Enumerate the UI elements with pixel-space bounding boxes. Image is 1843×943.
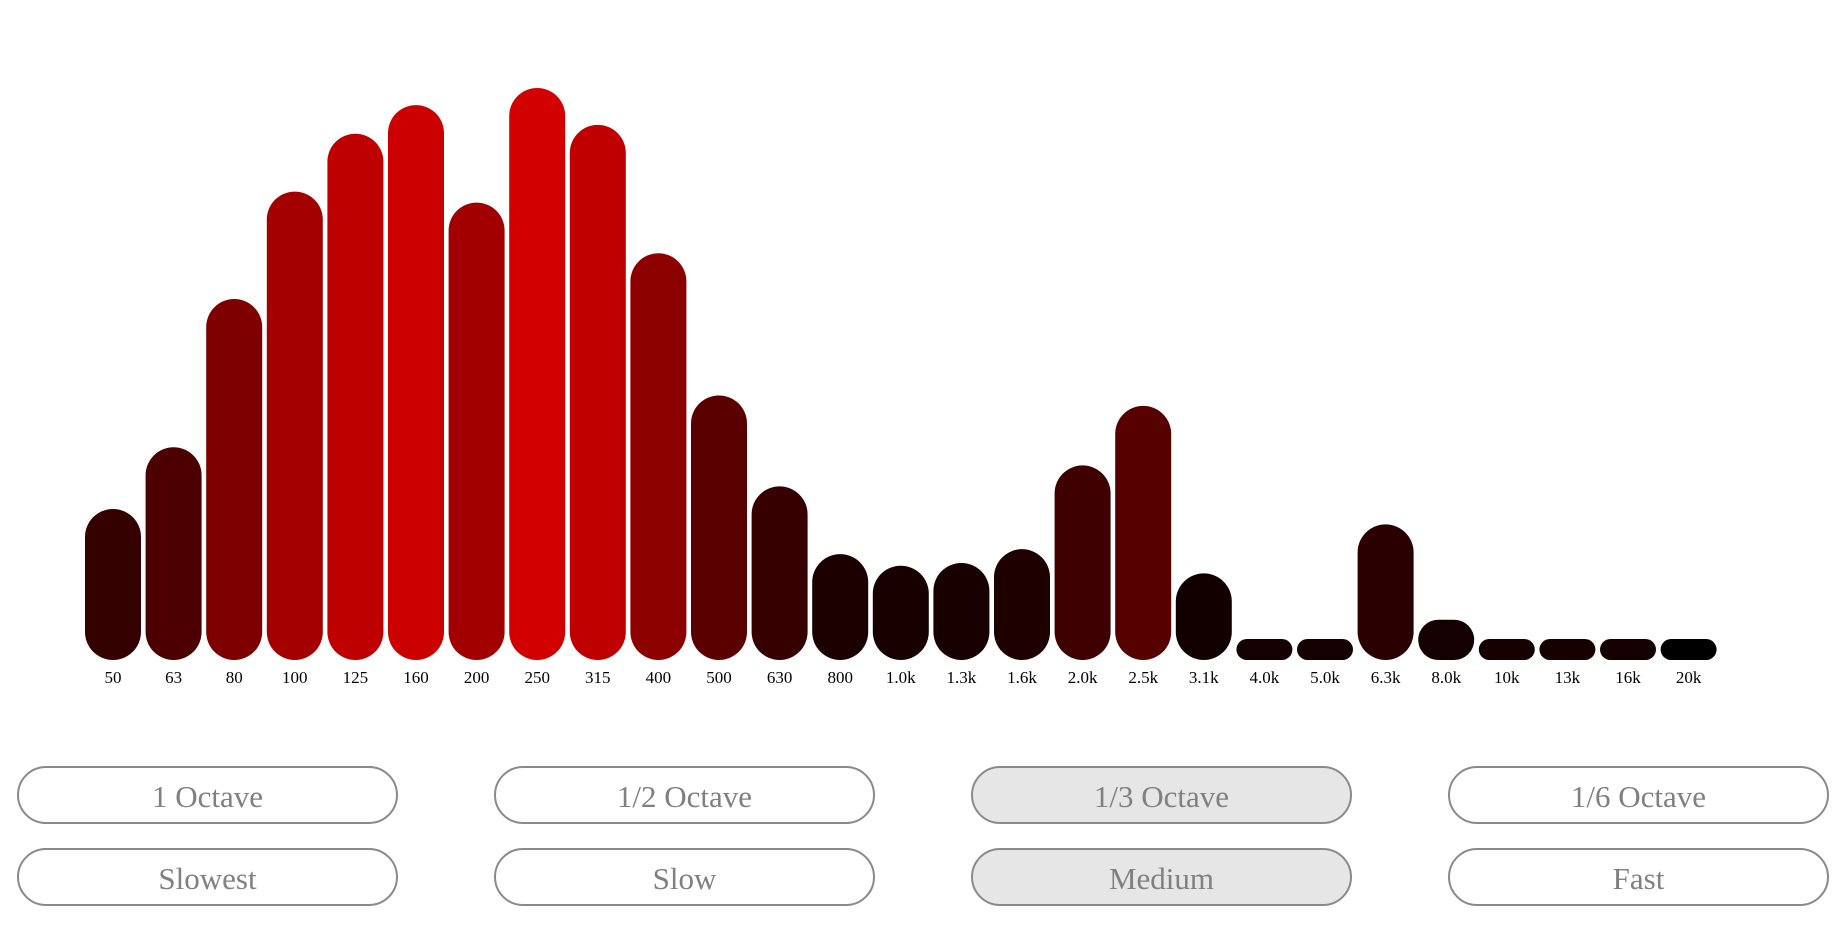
sixth-octave-button[interactable]: 1/6 Octave bbox=[1448, 766, 1829, 824]
tick-label-315: 315 bbox=[585, 668, 611, 687]
bar-1.0k bbox=[872, 565, 929, 660]
tick-label-4.0k: 4.0k bbox=[1250, 668, 1280, 687]
tick-label-2.5k: 2.5k bbox=[1128, 668, 1158, 687]
tick-label-400: 400 bbox=[646, 668, 672, 687]
bar-500 bbox=[691, 395, 747, 660]
tick-label-3.1k: 3.1k bbox=[1189, 668, 1219, 687]
bar-16k bbox=[1600, 639, 1656, 660]
bar-200 bbox=[448, 202, 505, 660]
speed-button-row: Slowest Slow Medium Fast bbox=[0, 848, 1843, 910]
third-octave-button[interactable]: 1/3 Octave bbox=[971, 766, 1352, 824]
half-octave-button[interactable]: 1/2 Octave bbox=[494, 766, 875, 824]
tick-label-125: 125 bbox=[343, 668, 369, 687]
tick-label-16k: 16k bbox=[1615, 668, 1641, 687]
bar-1.3k bbox=[933, 562, 990, 660]
bar-13k bbox=[1539, 639, 1596, 660]
bar-3.1k bbox=[1175, 573, 1232, 660]
tick-label-2.0k: 2.0k bbox=[1068, 668, 1098, 687]
bar-250 bbox=[509, 88, 566, 660]
tick-label-200: 200 bbox=[464, 668, 490, 687]
tick-label-13k: 13k bbox=[1555, 668, 1581, 687]
tick-label-100: 100 bbox=[282, 668, 308, 687]
bar-8.0k bbox=[1418, 619, 1475, 660]
fast-button[interactable]: Fast bbox=[1448, 848, 1829, 906]
bar-1.6k bbox=[994, 549, 1050, 660]
slow-button[interactable]: Slow bbox=[494, 848, 875, 906]
resolution-button-row: 1 Octave 1/2 Octave 1/3 Octave 1/6 Octav… bbox=[0, 766, 1843, 828]
tick-label-160: 160 bbox=[403, 668, 429, 687]
tick-label-80: 80 bbox=[226, 668, 243, 687]
spectrum-bar-chart: 50 63 80 100 125 160 200 250 315 400 500 630 800 1.0k… bbox=[85, 88, 1717, 687]
tick-label-8.0k: 8.0k bbox=[1431, 668, 1461, 687]
tick-label-250: 250 bbox=[524, 668, 550, 687]
slowest-button[interactable]: Slowest bbox=[17, 848, 398, 906]
bar-2.0k bbox=[1054, 465, 1111, 660]
tick-label-800: 800 bbox=[827, 668, 853, 687]
bar-10k bbox=[1478, 639, 1535, 660]
tick-label-500: 500 bbox=[706, 668, 732, 687]
bar-160 bbox=[388, 105, 444, 661]
bar-400 bbox=[630, 253, 687, 661]
tick-labels-group: 50 63 80 100 125 160 200 250 315 400 500 630 800 1.0k… bbox=[105, 668, 1702, 687]
tick-label-1.6k: 1.6k bbox=[1007, 668, 1037, 687]
tick-label-630: 630 bbox=[767, 668, 793, 687]
bar-4.0k bbox=[1236, 639, 1293, 660]
bar-125 bbox=[327, 133, 384, 660]
bar-100 bbox=[266, 191, 323, 660]
medium-button[interactable]: Medium bbox=[971, 848, 1352, 906]
tick-label-50: 50 bbox=[105, 668, 122, 687]
bars-group bbox=[85, 88, 1717, 661]
tick-label-10k: 10k bbox=[1494, 668, 1520, 687]
bar-315 bbox=[569, 124, 626, 661]
bar-50 bbox=[85, 508, 141, 660]
bar-800 bbox=[812, 554, 869, 660]
tick-label-1.0k: 1.0k bbox=[886, 668, 916, 687]
bar-630 bbox=[751, 486, 808, 660]
one-octave-button[interactable]: 1 Octave bbox=[17, 766, 398, 824]
bar-20k bbox=[1660, 639, 1717, 660]
tick-label-6.3k: 6.3k bbox=[1371, 668, 1401, 687]
bar-2.5k bbox=[1115, 405, 1172, 660]
bar-6.3k bbox=[1357, 524, 1414, 660]
bar-80 bbox=[206, 299, 263, 660]
tick-label-20k: 20k bbox=[1676, 668, 1702, 687]
bar-63 bbox=[145, 447, 202, 660]
tick-label-1.3k: 1.3k bbox=[947, 668, 977, 687]
tick-label-63: 63 bbox=[165, 668, 182, 687]
tick-label-5.0k: 5.0k bbox=[1310, 668, 1340, 687]
bar-5.0k bbox=[1297, 639, 1353, 660]
